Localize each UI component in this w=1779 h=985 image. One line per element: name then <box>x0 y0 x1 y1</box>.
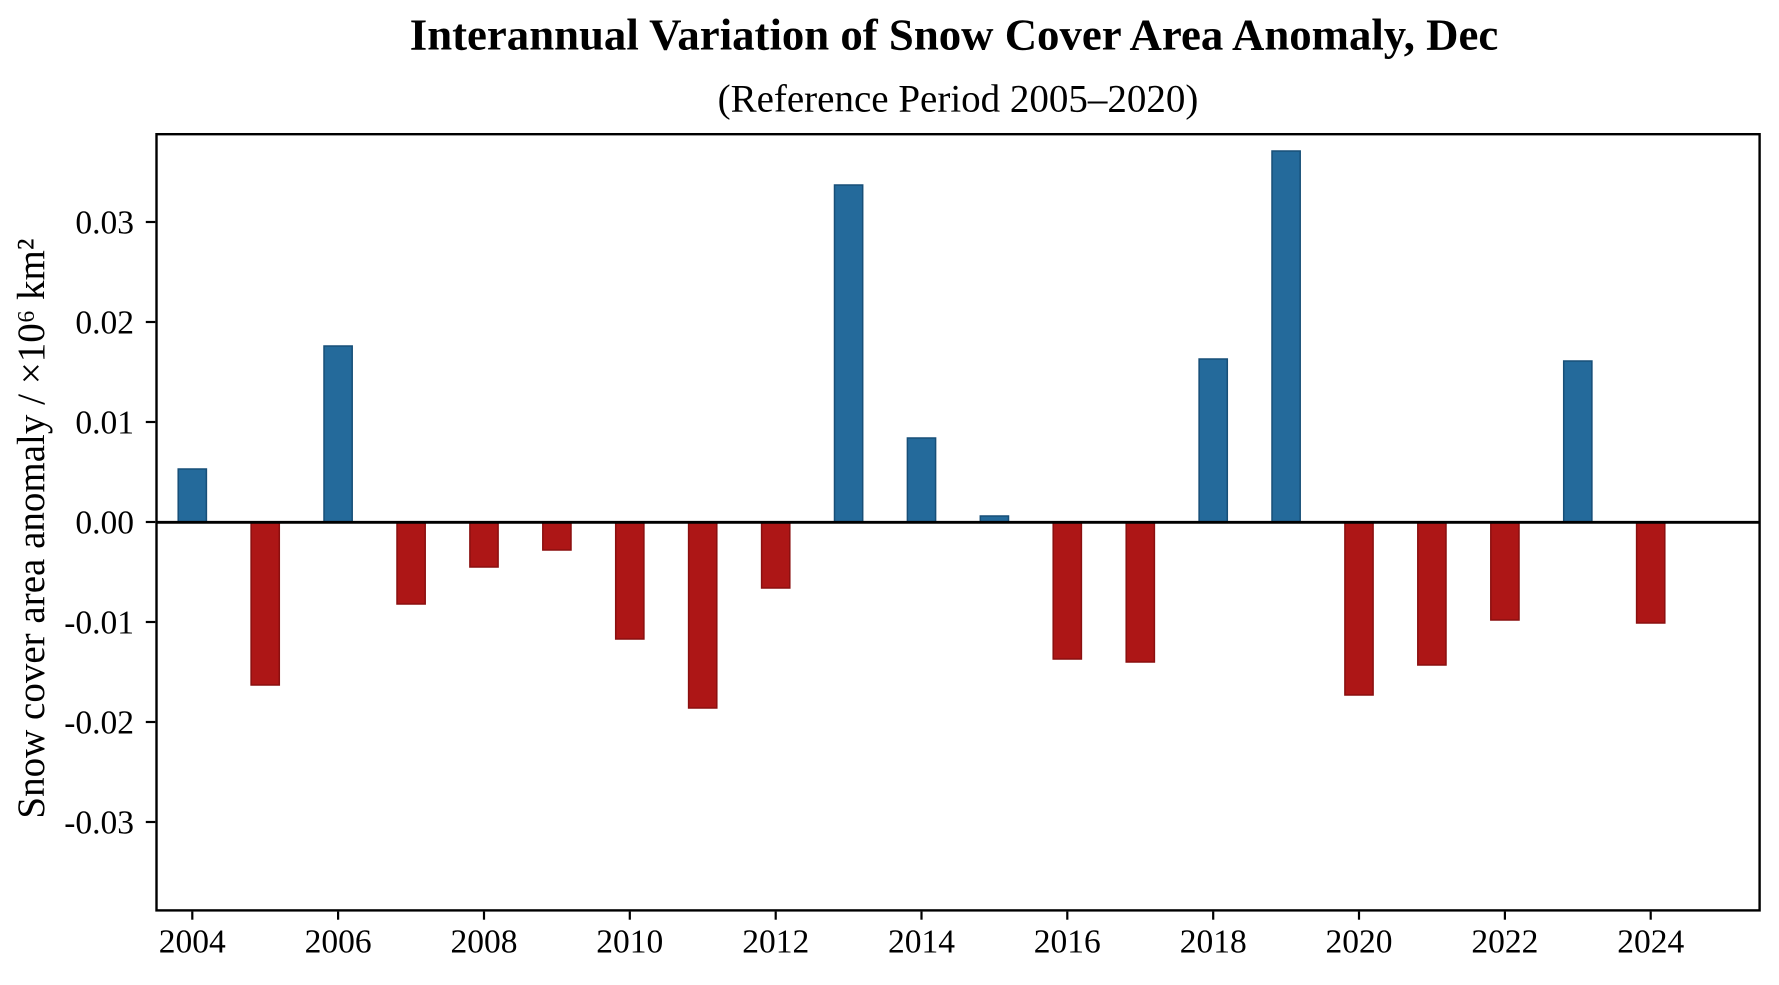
svg-text:0.01: 0.01 <box>75 404 134 441</box>
svg-text:2018: 2018 <box>1180 924 1247 961</box>
svg-text:0.03: 0.03 <box>75 204 134 241</box>
svg-text:Snow cover area anomaly / ×10⁶: Snow cover area anomaly / ×10⁶ km² <box>10 238 53 818</box>
svg-text:Interannual Variation of Snow: Interannual Variation of Snow Cover Area… <box>410 10 1498 60</box>
svg-text:0.00: 0.00 <box>75 504 134 541</box>
svg-text:0.02: 0.02 <box>75 304 134 341</box>
svg-text:2022: 2022 <box>1471 924 1538 961</box>
svg-text:2008: 2008 <box>451 924 518 961</box>
svg-text:-0.03: -0.03 <box>64 804 134 841</box>
svg-text:2004: 2004 <box>159 924 226 961</box>
svg-text:2014: 2014 <box>888 924 955 961</box>
svg-text:2006: 2006 <box>305 924 372 961</box>
svg-text:2020: 2020 <box>1326 924 1393 961</box>
svg-text:2010: 2010 <box>596 924 663 961</box>
svg-text:-0.02: -0.02 <box>64 704 134 741</box>
svg-text:(Reference Period 2005–2020): (Reference Period 2005–2020) <box>718 78 1199 121</box>
svg-text:-0.01: -0.01 <box>64 604 134 641</box>
svg-text:2012: 2012 <box>742 924 809 961</box>
svg-text:2016: 2016 <box>1034 924 1101 961</box>
svg-text:2024: 2024 <box>1617 924 1684 961</box>
